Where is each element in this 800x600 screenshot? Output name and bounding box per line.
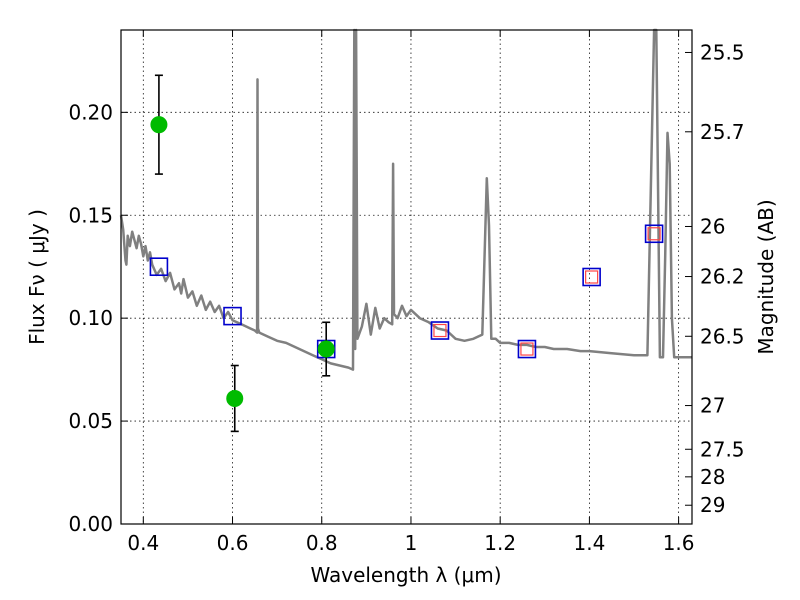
y-tick-label: 0.10 xyxy=(68,306,113,330)
x-axis: 0.4 0.6 0.8 1 1.2 1.4 1.6 xyxy=(127,30,695,555)
photometry-markers xyxy=(149,74,664,433)
observed-point xyxy=(226,389,244,407)
magnitude-tick-label: 27 xyxy=(700,394,725,418)
magnitude-tick-label: 25.7 xyxy=(700,120,745,144)
magnitude-axis-title: Magnitude (AB) xyxy=(754,199,778,354)
y-tick-label: 0.05 xyxy=(68,409,113,433)
magnitude-tick-label: 26.5 xyxy=(700,324,745,348)
y-axis-title: Flux Fν ( μJy ) xyxy=(25,209,49,345)
model-band-square xyxy=(582,267,601,287)
x-tick-label: 0.8 xyxy=(306,531,338,555)
x-tick-label: 1.6 xyxy=(663,531,695,555)
magnitude-tick-label: 29 xyxy=(700,493,725,517)
model-band-inner-square xyxy=(433,323,447,338)
magnitude-tick-label: 28 xyxy=(700,465,725,489)
model-spectrum xyxy=(119,28,692,371)
magnitude-tick-label: 27.5 xyxy=(700,437,745,461)
observed-point xyxy=(317,340,335,358)
observed-point xyxy=(150,116,168,134)
model-spectrum-line xyxy=(119,28,692,371)
x-tick-label: 1 xyxy=(405,531,418,555)
magnitude-tick-label: 26.2 xyxy=(700,265,745,289)
plot-background xyxy=(121,30,692,524)
magnitude-tick-label: 25.5 xyxy=(700,40,745,64)
y-axis: 0.00 0.05 0.10 0.15 0.20 xyxy=(68,100,128,536)
y-tick-label: 0.00 xyxy=(68,512,113,536)
y-tick-label: 0.20 xyxy=(68,100,113,124)
magnitude-axis: 25.5 25.7 26 26.2 26.5 27 27.5 28 29 xyxy=(685,40,745,517)
model-band-square xyxy=(430,321,450,340)
x-axis-title: Wavelength λ (μm) xyxy=(310,563,501,587)
x-tick-label: 0.6 xyxy=(217,531,249,555)
model-band-inner-square xyxy=(520,342,534,356)
magnitude-tick-label: 26 xyxy=(700,214,725,238)
x-tick-label: 1.2 xyxy=(484,531,516,555)
y-tick-label: 0.15 xyxy=(68,203,113,227)
model-band-square xyxy=(644,224,664,244)
model-band-square xyxy=(149,257,169,277)
x-tick-label: 0.4 xyxy=(127,531,159,555)
model-band-inner-square xyxy=(647,227,661,241)
model-band-inner-square xyxy=(585,270,599,284)
model-band-square xyxy=(517,339,537,359)
x-tick-label: 1.4 xyxy=(573,531,605,555)
model-band-square xyxy=(223,306,242,326)
